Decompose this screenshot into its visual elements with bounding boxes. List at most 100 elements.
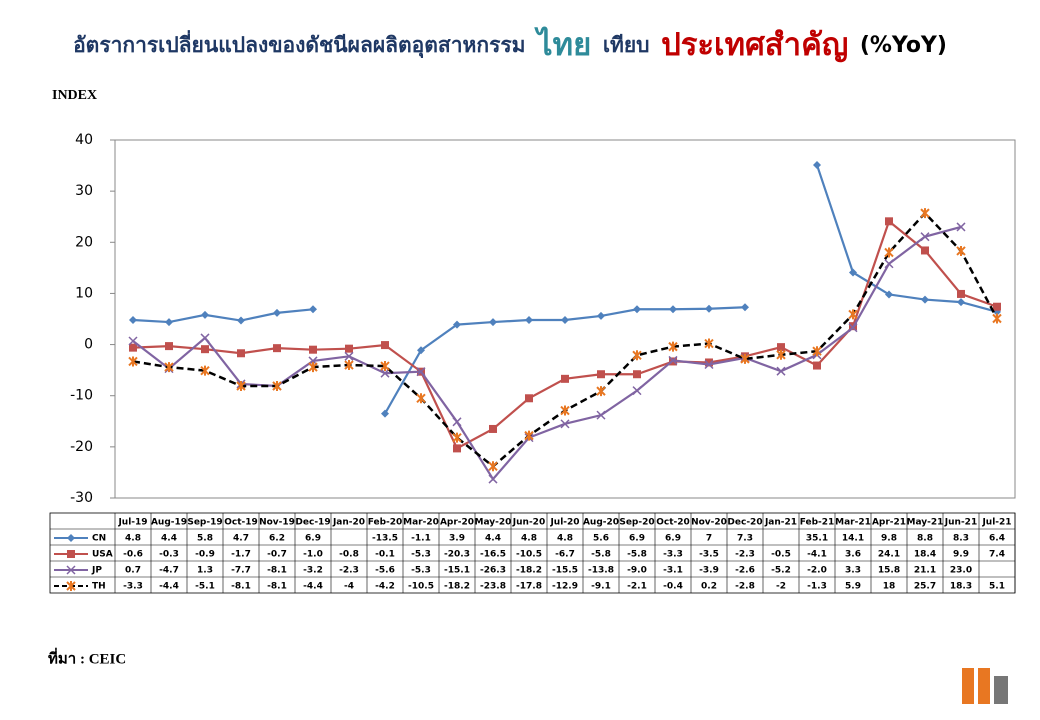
- table-value: -4.7: [159, 566, 179, 576]
- table-value: 14.1: [842, 534, 864, 544]
- table-value: 7.4: [989, 550, 1005, 560]
- marker: [344, 360, 354, 371]
- marker: [884, 259, 894, 269]
- marker: [704, 338, 714, 349]
- marker: [848, 309, 858, 320]
- table-value: 3.3: [845, 566, 861, 576]
- legend-label: JP: [91, 566, 102, 576]
- y-axis-label: INDEX: [52, 88, 97, 103]
- marker: [236, 380, 246, 391]
- table-value: -4.4: [303, 582, 323, 592]
- marker: [66, 581, 76, 591]
- table-value: 23.0: [950, 566, 972, 576]
- table-value: 4.4: [161, 534, 177, 544]
- marker: [956, 245, 966, 256]
- marker: [128, 336, 138, 346]
- title-part: เทียบ: [603, 33, 650, 57]
- marker: [488, 461, 498, 472]
- table-value: 4.8: [557, 534, 573, 544]
- table-value: -16.5: [480, 550, 506, 560]
- table-value: -17.8: [516, 582, 542, 592]
- y-tick-label: 10: [75, 285, 93, 301]
- x-tick-label: Aug-19: [151, 518, 187, 528]
- table-value: -13.5: [372, 534, 398, 544]
- x-tick-label: Dec-20: [727, 518, 762, 528]
- table-value: -1.7: [231, 550, 251, 560]
- table-value: 18.4: [914, 550, 936, 560]
- marker: [272, 380, 282, 391]
- x-tick-label: Feb-20: [368, 518, 403, 528]
- marker: [740, 353, 750, 364]
- marker: [128, 356, 138, 367]
- table-value: -1.0: [303, 550, 323, 560]
- marker: [633, 370, 641, 379]
- table-value: -0.7: [267, 550, 287, 560]
- table-value: -0.4: [663, 582, 683, 592]
- y-tick-label: 40: [75, 132, 93, 148]
- table-value: -0.3: [159, 550, 179, 560]
- table-value: 4.7: [233, 534, 249, 544]
- marker: [273, 344, 281, 353]
- table-value: 9.9: [953, 550, 969, 560]
- marker: [956, 222, 966, 232]
- table-value: -6.7: [555, 550, 575, 560]
- table-value: 21.1: [914, 566, 936, 576]
- x-tick-label: Nov-19: [259, 518, 295, 528]
- marker: [632, 386, 642, 396]
- table-value: 0.7: [125, 566, 141, 576]
- table-value: -3.9: [699, 566, 719, 576]
- table-value: -4.1: [807, 550, 827, 560]
- marker: [704, 359, 714, 370]
- y-tick-label: -10: [70, 388, 93, 404]
- table-value: -2.1: [627, 582, 647, 592]
- table-value: -5.8: [627, 550, 647, 560]
- marker: [776, 349, 786, 360]
- table-value: -0.5: [771, 550, 791, 560]
- table-value: -1.3: [807, 582, 827, 592]
- table-value: 1.3: [197, 566, 213, 576]
- marker: [129, 316, 137, 325]
- table-value: 5.9: [845, 582, 861, 592]
- marker: [812, 346, 822, 357]
- marker: [345, 344, 353, 353]
- marker: [201, 345, 209, 354]
- marker: [416, 393, 426, 404]
- table-value: 24.1: [878, 550, 900, 560]
- x-tick-label: Jul-19: [117, 518, 147, 528]
- marker: [381, 409, 389, 418]
- y-tick-label: 0: [84, 337, 93, 353]
- series-line: [132, 225, 962, 481]
- table-value: -10.5: [408, 582, 434, 592]
- marker: [237, 316, 245, 325]
- table-value: 4.8: [521, 534, 537, 544]
- marker: [67, 550, 75, 558]
- y-tick-label: -20: [70, 439, 93, 455]
- table-value: -1.1: [411, 534, 431, 544]
- marker: [849, 268, 857, 277]
- table-value: 25.7: [914, 582, 936, 592]
- table-value: -0.9: [195, 550, 215, 560]
- table-value: -2.6: [735, 566, 755, 576]
- x-tick-label: Jan-21: [764, 518, 797, 528]
- x-tick-label: May-21: [907, 518, 944, 528]
- table-value: 6.2: [269, 534, 285, 544]
- x-tick-label: Apr-21: [872, 518, 906, 528]
- table-value: -2.0: [807, 566, 827, 576]
- marker: [488, 474, 498, 484]
- table-value: -13.8: [588, 566, 614, 576]
- marker: [957, 289, 965, 298]
- table-value: 18: [883, 582, 896, 592]
- table-value: 6.9: [629, 534, 645, 544]
- marker: [813, 161, 821, 170]
- marker: [380, 368, 390, 378]
- y-tick-label: -30: [70, 490, 93, 506]
- table-value: -20.3: [444, 550, 470, 560]
- table-value: -10.5: [516, 550, 542, 560]
- table-value: 18.3: [950, 582, 972, 592]
- title-part: ประเทศสำคัญ: [661, 27, 848, 63]
- x-tick-label: Sep-19: [187, 518, 222, 528]
- table-value: 5.6: [593, 534, 609, 544]
- x-tick-label: Oct-20: [656, 518, 690, 528]
- x-tick-label: Jun-21: [944, 518, 977, 528]
